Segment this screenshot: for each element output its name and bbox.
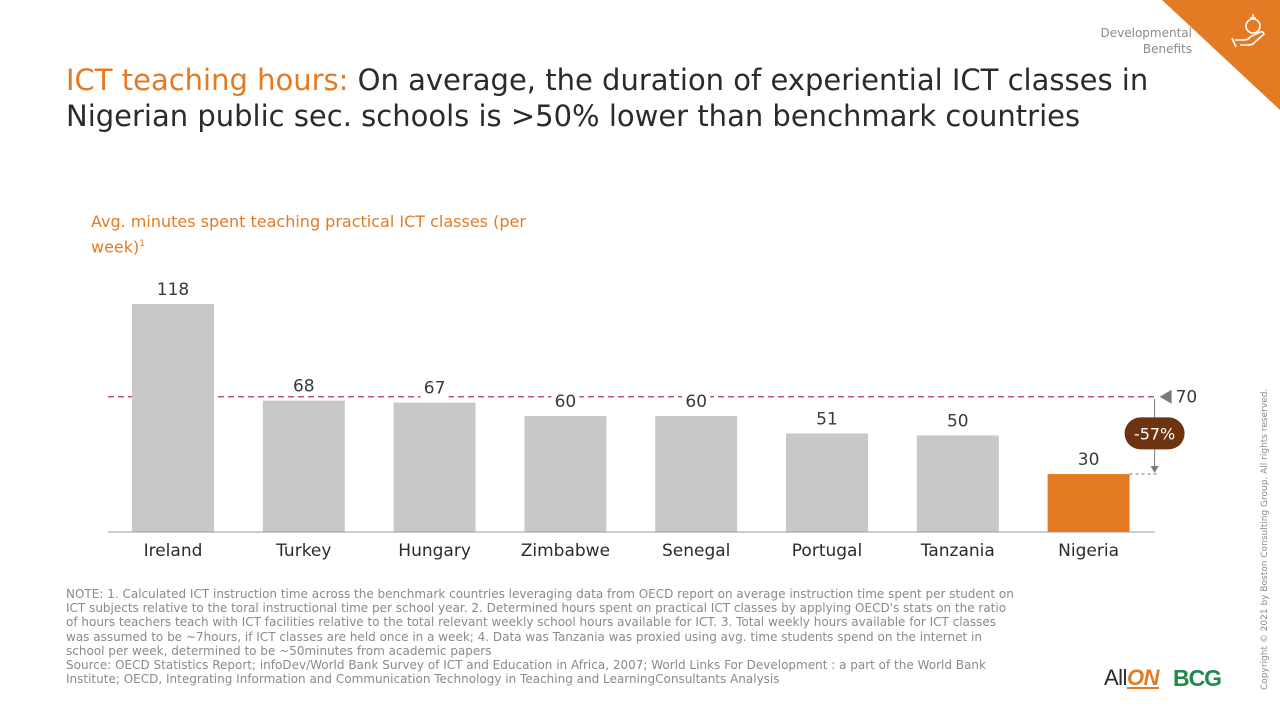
category-label: Hungary xyxy=(398,541,471,561)
value-label: 118 xyxy=(157,280,189,300)
page-title: ICT teaching hours: On average, the dura… xyxy=(66,62,1166,134)
value-label: 68 xyxy=(293,377,315,397)
difference-arrowhead xyxy=(1150,466,1159,474)
source-text: Source: OECD Statistics Report; infoDev/… xyxy=(66,658,986,687)
reference-label: 70 xyxy=(1176,388,1198,408)
category-label: Tanzania xyxy=(920,541,995,561)
value-label: 30 xyxy=(1078,450,1100,470)
ylabel-footnote-mark: 1 xyxy=(139,239,146,249)
corner-tab xyxy=(1162,0,1280,110)
chart-ylabel: Avg. minutes spent teaching practical IC… xyxy=(91,211,571,258)
bar-nigeria xyxy=(1047,474,1130,532)
value-label: 60 xyxy=(555,392,577,412)
value-label: 51 xyxy=(816,409,838,429)
bar-senegal xyxy=(655,416,738,532)
hand-money-icon xyxy=(1231,14,1265,48)
copyright: Copyright © 2021 by Boston Consulting Gr… xyxy=(1260,388,1270,690)
value-label-bg xyxy=(420,378,449,398)
bar-chart: 118 Ireland 68 Turkey 67 Hungary 60 Zimbabwe 60 S… xyxy=(108,280,1198,561)
difference-callout-text: -57% xyxy=(1134,424,1175,443)
value-label-bg xyxy=(551,392,580,412)
value-label: 60 xyxy=(685,392,707,412)
allon-logo: AllON xyxy=(1104,665,1159,690)
section-label: Developmental Benefits xyxy=(1100,26,1192,56)
bar-portugal xyxy=(786,433,868,532)
bar-tanzania xyxy=(916,435,999,532)
note-text: NOTE: 1. Calculated ICT instruction time… xyxy=(66,587,1014,658)
value-label-bg xyxy=(682,392,711,412)
value-label: 67 xyxy=(424,379,446,399)
bar-zimbabwe xyxy=(524,416,607,532)
logos: AllON BCG xyxy=(1104,663,1222,693)
category-label: Senegal xyxy=(662,541,730,561)
footnotes: NOTE: 1. Calculated ICT instruction time… xyxy=(66,587,1016,686)
value-label-bg xyxy=(289,376,318,396)
bar-hungary xyxy=(393,402,476,532)
bar-turkey xyxy=(262,400,345,532)
value-label: 50 xyxy=(947,411,969,431)
ylabel-text: Avg. minutes spent teaching practical IC… xyxy=(91,212,526,257)
category-label: Nigeria xyxy=(1058,541,1119,561)
title-text: On average, the duration of experiential… xyxy=(66,63,1149,133)
category-label: Turkey xyxy=(275,541,331,561)
category-label: Portugal xyxy=(792,541,862,561)
reference-marker xyxy=(1159,389,1172,404)
difference-callout-bubble xyxy=(1124,417,1185,450)
title-accent: ICT teaching hours: xyxy=(66,63,349,97)
category-label: Ireland xyxy=(144,541,203,561)
category-label: Zimbabwe xyxy=(521,541,610,561)
bcg-logo: BCG xyxy=(1172,664,1222,691)
bar-ireland xyxy=(132,304,214,532)
